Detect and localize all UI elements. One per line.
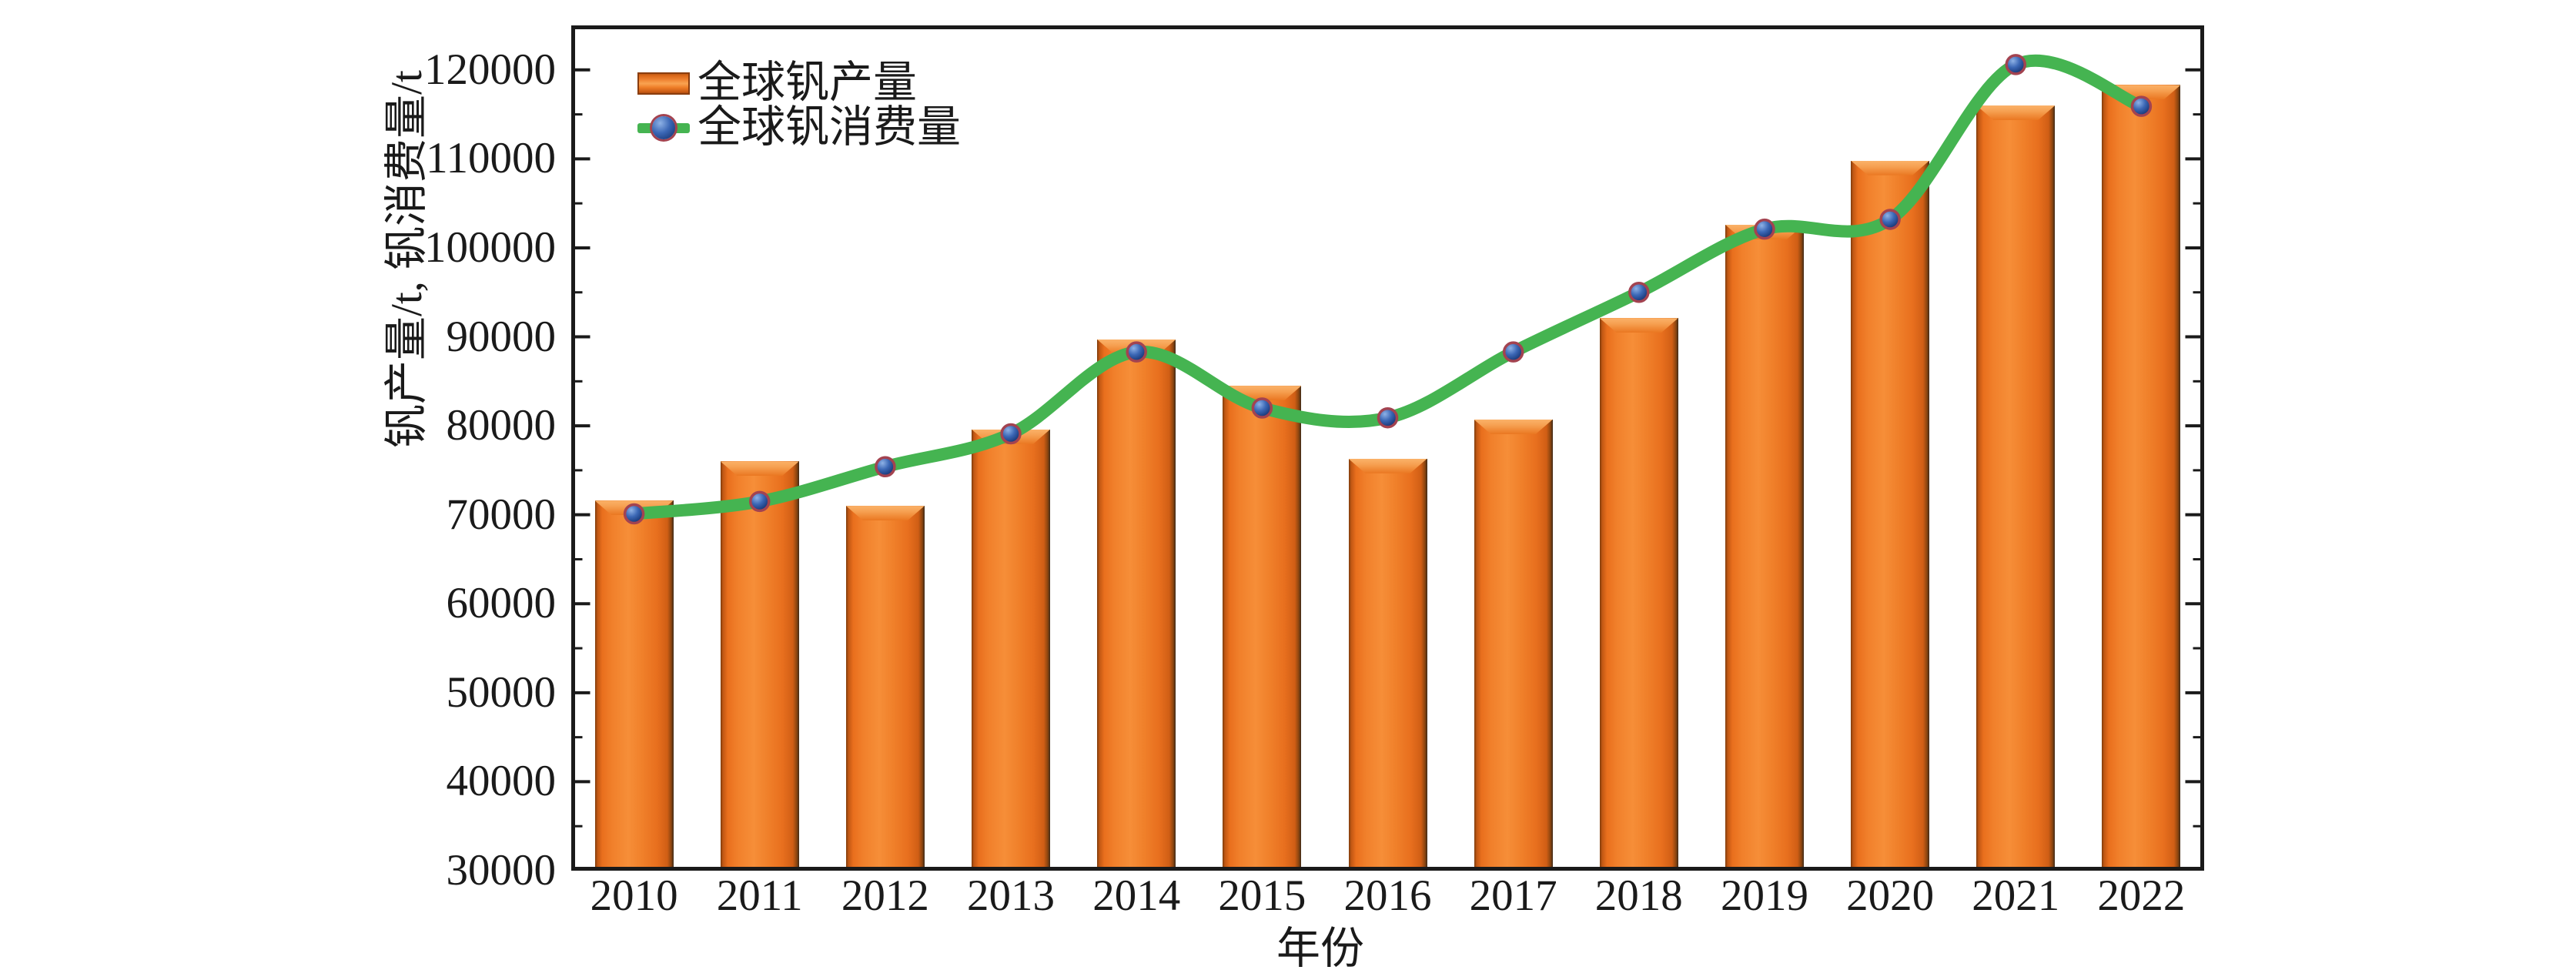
marker-2016 <box>1377 406 1399 429</box>
bar-2020 <box>1851 160 1930 871</box>
bar-2021 <box>1976 105 2056 871</box>
x-tick-label-2017: 2017 <box>1469 871 1557 920</box>
x-tick-label-2011: 2011 <box>716 871 803 920</box>
x-tick-label-2010: 2010 <box>590 871 678 920</box>
bar-2016 <box>1348 458 1427 871</box>
line-and-axes-layer <box>571 25 2204 871</box>
axis-ticks <box>573 68 2203 871</box>
x-tick-label-2018: 2018 <box>1594 871 1683 920</box>
bar-2014 <box>1097 339 1176 871</box>
y-tick-label-100000: 100000 <box>424 222 556 272</box>
x-axis-title: 年份 <box>1276 925 1364 973</box>
marker-2014 <box>1126 341 1147 363</box>
marker-2011 <box>748 490 771 513</box>
marker-2022 <box>2130 95 2153 117</box>
legend-item-production: 全球钒产量 <box>637 61 961 105</box>
marker-2010 <box>623 503 645 525</box>
x-tick-label-2012: 2012 <box>841 871 929 920</box>
x-tick-label-2020: 2020 <box>1846 871 1935 920</box>
consumption-markers <box>623 54 2153 525</box>
y-tick-label-60000: 60000 <box>446 579 557 628</box>
marker-2013 <box>1000 423 1022 445</box>
marker-2017 <box>1502 341 1524 363</box>
bar-2017 <box>1474 420 1553 871</box>
legend-label-production: 全球钒产量 <box>698 59 917 107</box>
plot-border <box>571 25 2204 871</box>
marker-2020 <box>1879 209 1901 230</box>
legend-bar-swatch <box>637 72 690 95</box>
y-tick-label-120000: 120000 <box>424 45 556 94</box>
bar-2013 <box>972 429 1051 871</box>
marker-2019 <box>1754 218 1775 240</box>
y-tick-label-70000: 70000 <box>446 490 557 539</box>
bar-series <box>571 25 2204 871</box>
bar-2010 <box>594 500 674 871</box>
marker-swatch-icon <box>652 116 675 139</box>
x-tick-label-2022: 2022 <box>2097 871 2186 920</box>
bar-2015 <box>1223 386 1302 871</box>
legend-label-consumption: 全球钒消费量 <box>698 103 961 152</box>
bar-2018 <box>1599 318 1678 871</box>
y-tick-label-40000: 40000 <box>446 757 557 806</box>
x-tick-label-2016: 2016 <box>1343 871 1432 920</box>
y-tick-label-90000: 90000 <box>446 312 557 361</box>
x-tick-label-2019: 2019 <box>1720 871 1808 920</box>
bar-2012 <box>845 506 925 871</box>
bar-2022 <box>2102 85 2181 871</box>
marker-2021 <box>2005 54 2027 75</box>
y-tick-label-30000: 30000 <box>446 846 557 895</box>
legend-item-consumption: 全球钒消费量 <box>637 105 961 150</box>
marker-2015 <box>1251 397 1273 419</box>
y-tick-label-50000: 50000 <box>446 667 557 717</box>
plot-area: 全球钒产量 全球钒消费量 <box>571 25 2204 871</box>
legend: 全球钒产量 全球钒消费量 <box>637 61 961 150</box>
x-tick-label-2013: 2013 <box>967 871 1055 920</box>
marker-2018 <box>1628 281 1650 303</box>
marker-2012 <box>875 456 896 478</box>
bar-swatch-icon <box>637 72 690 95</box>
legend-line-swatch <box>637 116 690 139</box>
x-tick-label-2021: 2021 <box>1972 871 2060 920</box>
x-tick-label-2014: 2014 <box>1092 871 1181 920</box>
y-tick-label-110000: 110000 <box>426 134 556 183</box>
bar-2019 <box>1725 224 1804 871</box>
bar-2011 <box>720 461 799 871</box>
y-tick-label-80000: 80000 <box>446 401 557 450</box>
x-tick-label-2015: 2015 <box>1218 871 1306 920</box>
line-swatch-icon <box>637 116 690 139</box>
